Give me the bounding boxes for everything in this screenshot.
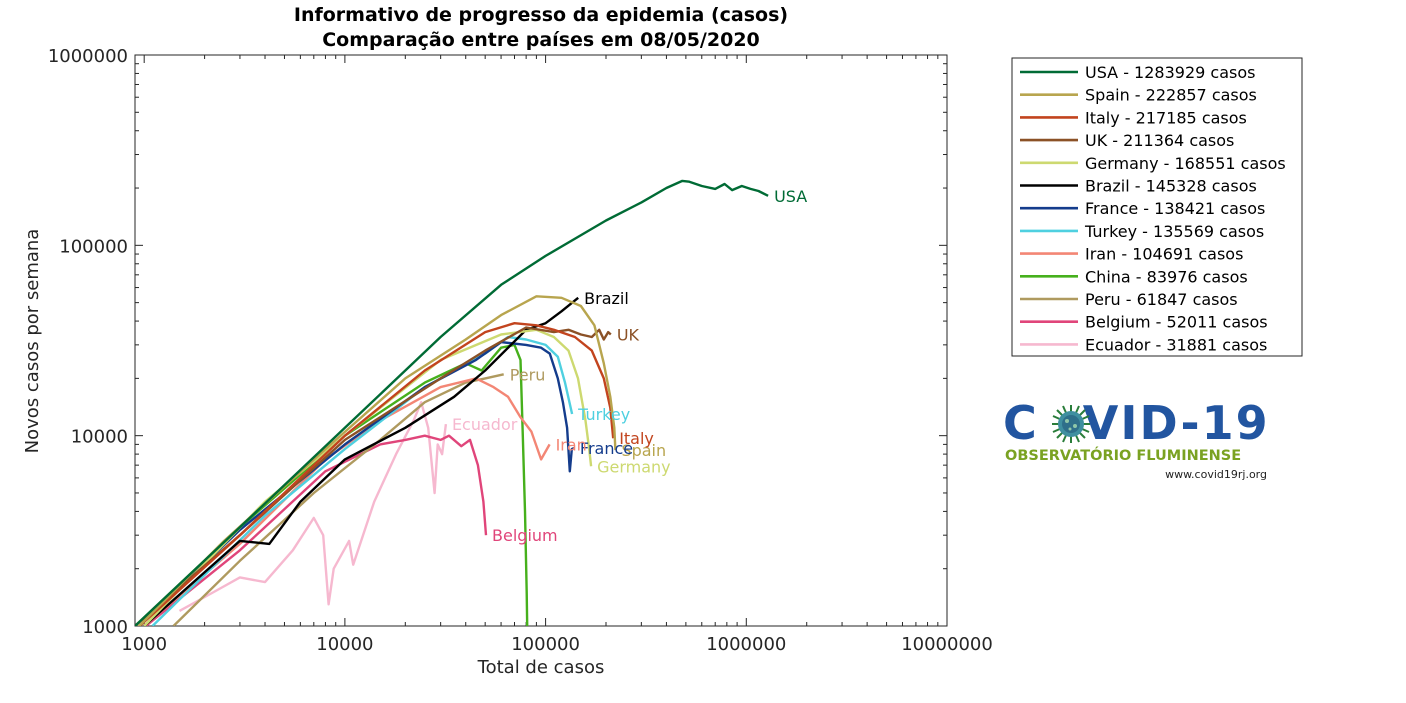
legend-entry: Turkey - 135569 casos: [1084, 222, 1264, 241]
series-end-label: Italy: [619, 429, 654, 448]
series-end-label: Brazil: [584, 289, 629, 308]
x-tick-label: 1000: [121, 634, 167, 655]
legend: USA - 1283929 casos Spain - 222857 casos I…: [1011, 57, 1303, 357]
series-end-label: Iran: [556, 435, 587, 454]
series-line: [137, 295, 617, 626]
x-axis-label: Total de casos: [477, 657, 605, 678]
series-end-label: France: [580, 439, 633, 458]
series-end-label: Turkey: [577, 405, 630, 424]
logo-title: C VID-19: [1003, 398, 1275, 448]
legend-entry: France - 138421 casos: [1085, 199, 1265, 218]
logo-subtitle: OBSERVATÓRIO FLUMINENSE: [1005, 448, 1242, 464]
logo-title-right: VID-19: [1082, 396, 1270, 450]
series-end-label: USA: [774, 187, 807, 206]
series-end-label: Belgium: [492, 526, 558, 545]
y-tick-label: 100000: [59, 236, 128, 257]
y-tick-label: 1000: [82, 617, 128, 638]
series-line: [143, 296, 579, 626]
x-tick-label: 10000000: [901, 634, 993, 655]
legend-entry: UK - 211364 casos: [1085, 131, 1234, 150]
y-tick-label: 10000: [71, 427, 128, 448]
legend-entry: Germany - 168551 casos: [1085, 154, 1286, 173]
x-tick-label: 1000000: [706, 634, 786, 655]
series-line: [178, 401, 448, 612]
chart-title: Informativo de progresso da epidemia (ca…: [294, 4, 788, 26]
series-end-label: UK: [617, 326, 640, 345]
series-lines: [135, 179, 769, 626]
legend-entry: Peru - 61847 casos: [1085, 290, 1238, 309]
series-line: [143, 434, 488, 626]
series-end-label: Germany: [597, 457, 671, 476]
series-end-label: Peru: [510, 365, 546, 384]
axis-tick-labels: 1000 10000 100000 1000000 10000000 1000 10000 1…: [48, 46, 993, 655]
legend-entry: Italy - 217185 casos: [1085, 108, 1247, 127]
covid19-logo: C VID-19 OBSERVATÓRIO FLUMINENSE www.covi…: [1003, 398, 1275, 488]
series-end-label: Spain: [621, 441, 666, 460]
logo-title-left: C: [1003, 396, 1039, 450]
series-line: [143, 377, 551, 626]
virus-icon: [1052, 405, 1090, 443]
series-end-label: Ecuador: [452, 415, 518, 434]
y-tick-label: 1000000: [48, 46, 128, 67]
series-line: [135, 326, 612, 626]
legend-entry: Iran - 104691 casos: [1085, 245, 1243, 264]
chart-subtitle: Comparação entre países em 08/05/2020: [322, 29, 760, 51]
legend-entry: Brazil - 145328 casos: [1085, 177, 1257, 196]
x-tick-label: 100000: [511, 634, 580, 655]
series-line: [137, 322, 615, 626]
legend-entry: Belgium - 52011 casos: [1085, 313, 1268, 332]
series-line: [137, 340, 575, 626]
x-tick-label: 10000: [316, 634, 373, 655]
legend-entry: Ecuador - 31881 casos: [1085, 335, 1267, 354]
legend-entry: Spain - 222857 casos: [1085, 86, 1257, 105]
plot-area: [134, 54, 948, 627]
legend-entry: USA - 1283929 casos: [1085, 63, 1255, 82]
legend-entry: China - 83976 casos: [1085, 267, 1248, 286]
logo-url: www.covid19rj.org: [1165, 468, 1267, 481]
y-axis-label: Novos casos por semana: [22, 229, 43, 454]
series-line: [135, 179, 769, 626]
series-line: [172, 373, 504, 626]
